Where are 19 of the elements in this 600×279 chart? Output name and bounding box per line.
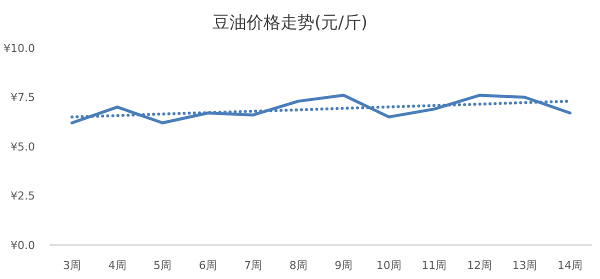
- x-tick-label: 14周: [558, 259, 582, 272]
- x-tick-label: 3周: [63, 259, 81, 272]
- x-tick-label: 6周: [198, 259, 217, 272]
- y-tick-label: ¥2.5: [10, 190, 35, 203]
- line-series: [70, 94, 572, 124]
- x-tick-label: 7周: [244, 259, 262, 272]
- chart-title: 豆油价格走势(元/斤): [212, 13, 368, 33]
- x-tick-label: 10周: [376, 259, 402, 272]
- y-tick-label: ¥0.0: [10, 238, 35, 252]
- x-tick-label: 5周: [154, 259, 172, 272]
- x-tick-label: 8周: [289, 259, 308, 272]
- x-tick-label: 4周: [108, 259, 126, 272]
- y-tick-label: ¥10.0: [4, 42, 35, 55]
- y-tick-label: ¥5.0: [10, 140, 35, 154]
- x-tick-label: 12周: [466, 259, 492, 272]
- y-tick-label: ¥7.5: [10, 91, 35, 104]
- x-tick-label: 9周: [334, 259, 353, 272]
- x-tick-label: 11周: [422, 259, 447, 272]
- x-tick-label: 13周: [512, 259, 538, 272]
